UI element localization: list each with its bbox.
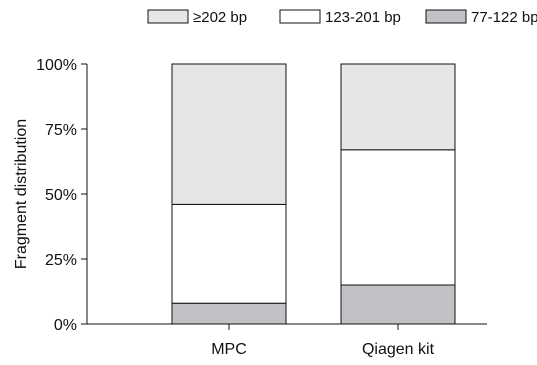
y-tick-label: 25% (45, 252, 77, 269)
legend-label: ≥202 bp (193, 9, 247, 26)
legend-swatch (425, 9, 467, 24)
y-tick-label: 0% (54, 317, 77, 334)
legend-label: 123-201 bp (325, 9, 401, 26)
bar-segment (171, 203, 287, 304)
y-tick-label: 75% (45, 122, 77, 139)
y-axis-title: Fragment distribution (13, 119, 30, 269)
bar-segment (171, 63, 287, 205)
y-tick-label: 50% (45, 187, 77, 204)
legend: ≥202 bp 123-201 bp 77-122 bp (147, 9, 537, 26)
axes: 0% 25% 50% 75% 100% MPC Qiagen kit (36, 57, 487, 358)
legend-label: 77-122 bp (471, 9, 537, 26)
bar-segment (340, 63, 456, 151)
bars (171, 63, 456, 325)
legend-swatch (279, 9, 321, 24)
bar-segment (171, 302, 287, 325)
legend-swatch (147, 9, 189, 24)
x-tick-label: MPC (211, 341, 247, 358)
y-tick-label: 100% (36, 57, 77, 74)
bar-segment (340, 149, 456, 286)
x-tick-label: Qiagen kit (362, 341, 435, 358)
bar-segment (340, 284, 456, 325)
